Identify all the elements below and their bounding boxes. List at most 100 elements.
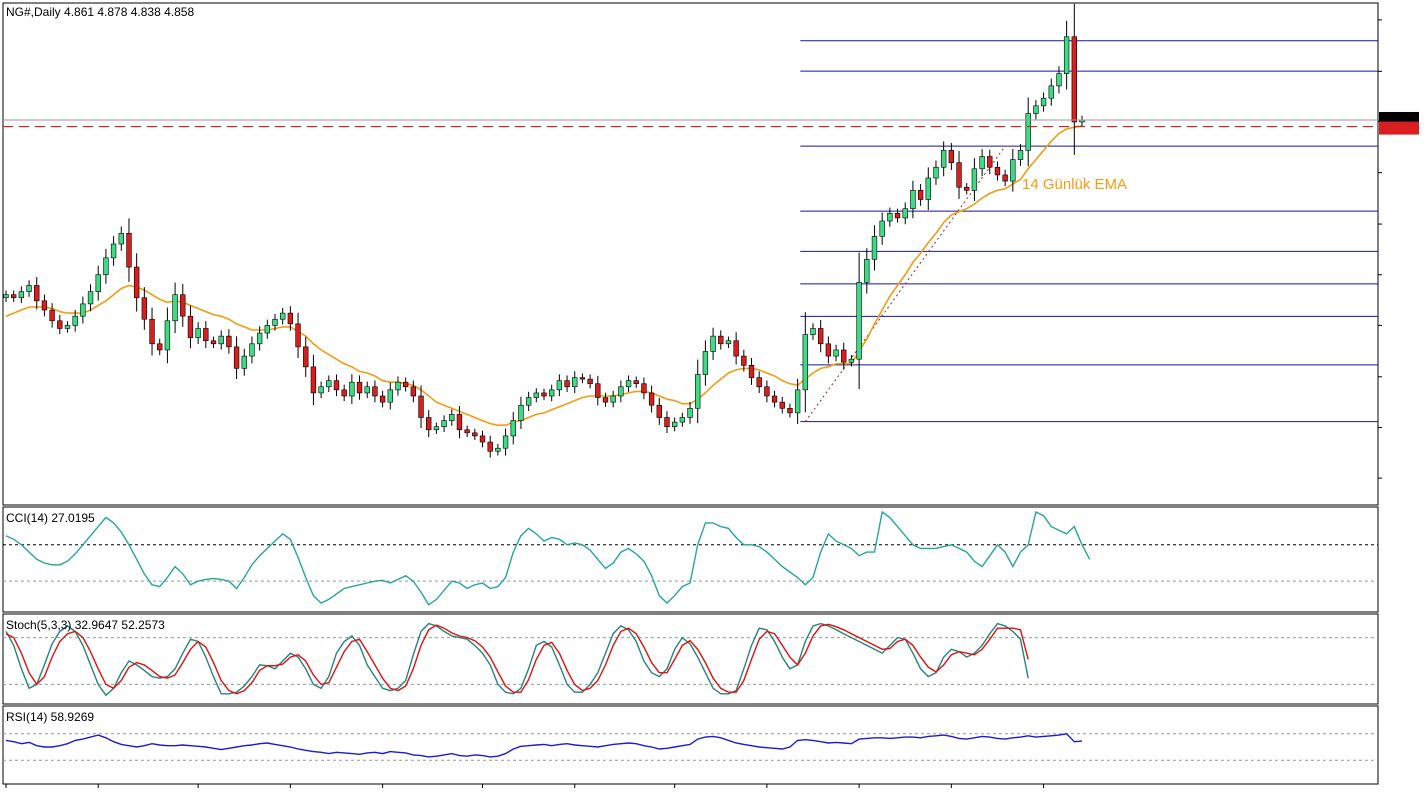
- candle-bull: [879, 220, 885, 237]
- candle-bull: [887, 213, 893, 222]
- candle-bull: [925, 177, 931, 200]
- candle-bull: [1033, 105, 1039, 114]
- panel-main: [2, 2, 1379, 506]
- candle-bear: [426, 417, 432, 431]
- candle-bull: [195, 328, 201, 338]
- candle-bear: [595, 383, 601, 398]
- candle-bear: [825, 343, 832, 357]
- candle-bull: [518, 404, 524, 421]
- candle-bear: [948, 150, 955, 163]
- candle-bull: [172, 294, 178, 322]
- candle-bull: [241, 355, 247, 369]
- candle-bull: [256, 332, 263, 345]
- panel-st: [2, 613, 1379, 705]
- candle-bull: [264, 325, 270, 334]
- stoch-main-line: [5, 622, 1029, 697]
- candle-bear: [133, 266, 140, 299]
- candle-bear: [487, 441, 493, 452]
- axes: [3, 19, 1419, 788]
- cci-line: [5, 510, 1091, 606]
- candle-bear: [303, 346, 309, 368]
- ema-line: [5, 125, 1083, 426]
- candle-bear: [11, 294, 17, 299]
- candle-bear: [187, 315, 194, 338]
- candle-bear: [664, 417, 670, 428]
- candle-bear: [779, 401, 785, 409]
- candle-bull: [687, 407, 693, 418]
- candle-bear: [356, 381, 363, 394]
- panel-cci: [2, 506, 1379, 613]
- candle-bull: [1017, 150, 1024, 160]
- candle-bull: [1048, 85, 1054, 99]
- candle-bear: [157, 343, 163, 351]
- candle-bull: [502, 435, 509, 449]
- candle-bear: [956, 162, 962, 188]
- candle-bear: [964, 186, 970, 191]
- candle-bull: [87, 291, 94, 305]
- candle-bear: [402, 381, 409, 388]
- candle-bear: [410, 386, 417, 397]
- candle-bull: [364, 386, 370, 394]
- candle-bull: [318, 386, 324, 394]
- candle-bear: [564, 380, 570, 388]
- candle-bull: [1063, 36, 1070, 74]
- candle-bull: [695, 374, 701, 409]
- candle-bull: [387, 389, 393, 403]
- candle-bear: [464, 429, 470, 434]
- candle-bull: [272, 318, 278, 326]
- candle-bear: [141, 297, 148, 320]
- candle-bull: [794, 389, 801, 414]
- candle-bear: [771, 395, 778, 403]
- candle-bull: [810, 328, 816, 335]
- candle-bull: [26, 285, 32, 292]
- candle-bull: [848, 358, 855, 363]
- candle-bull: [1040, 97, 1047, 107]
- candle-bull: [979, 156, 985, 170]
- candle-bull: [18, 291, 25, 299]
- candlesticks: [3, 3, 1085, 458]
- candle-bear: [841, 349, 847, 363]
- candle-bear: [894, 213, 901, 219]
- candle-bear: [180, 294, 186, 317]
- candle-bear: [479, 435, 486, 443]
- candle-bear: [764, 386, 770, 397]
- current-price-box: [1379, 111, 1419, 124]
- candle-bear: [587, 378, 593, 385]
- candle-bear: [287, 312, 294, 325]
- candle-bull: [118, 232, 124, 245]
- candle-bear: [210, 340, 217, 345]
- candle-bear: [541, 392, 547, 397]
- candle-bull: [326, 380, 332, 388]
- candle-bear: [987, 156, 993, 168]
- candle-bear: [418, 395, 424, 418]
- ema-14-path: [5, 125, 1083, 426]
- candle-bear: [656, 404, 662, 418]
- candle-bull: [572, 377, 578, 388]
- candle-bull: [441, 420, 447, 428]
- candle-bull: [702, 351, 709, 375]
- candle-bull: [549, 389, 555, 397]
- candle-bear: [633, 380, 639, 385]
- candle-bull: [610, 395, 616, 403]
- candle-bear: [456, 414, 463, 431]
- candle-bear: [203, 328, 209, 342]
- candle-bear: [756, 377, 762, 388]
- candle-bull: [80, 303, 86, 317]
- candle-bear: [149, 318, 155, 345]
- candle-bull: [103, 257, 109, 276]
- candle-bull: [495, 447, 501, 452]
- candle-bear: [648, 392, 655, 406]
- candle-bull: [864, 259, 870, 283]
- candle-bear: [226, 335, 232, 348]
- candle-bull: [725, 340, 732, 345]
- candle-bear: [602, 397, 609, 403]
- alert-price-box: [1379, 121, 1419, 135]
- candle-bull: [618, 386, 624, 397]
- candle-bear: [295, 323, 301, 348]
- candle-bull: [833, 349, 839, 357]
- candle-bull: [871, 236, 878, 260]
- candle-bear: [641, 383, 647, 394]
- candle-bear: [341, 389, 347, 397]
- ema-label: 14 Günlük EMA: [1022, 176, 1127, 193]
